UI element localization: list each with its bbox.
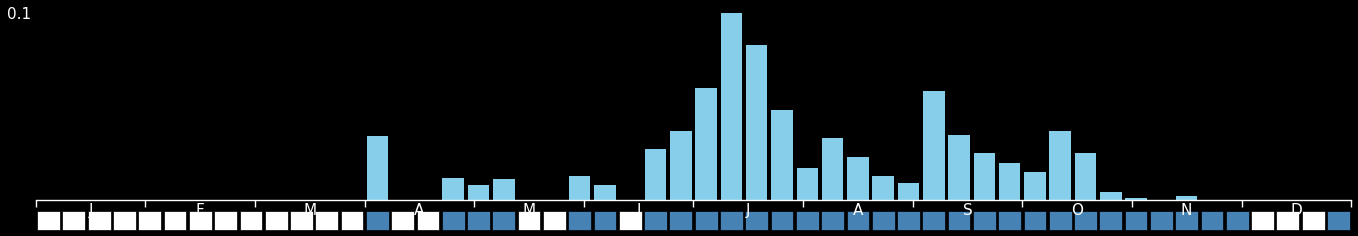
Bar — [1074, 211, 1097, 230]
Bar — [1277, 211, 1300, 230]
Bar — [164, 211, 186, 230]
Bar — [62, 211, 86, 230]
Bar — [1327, 211, 1350, 230]
Bar — [37, 211, 60, 230]
Bar — [822, 211, 843, 230]
Bar — [189, 211, 212, 230]
Bar — [1126, 198, 1148, 200]
Text: J: J — [746, 203, 751, 218]
Bar — [568, 211, 591, 230]
Bar — [569, 176, 591, 200]
Bar — [746, 45, 767, 200]
Text: M: M — [523, 203, 535, 218]
Bar — [771, 110, 793, 200]
Bar — [443, 177, 464, 200]
Bar — [746, 211, 769, 230]
Bar — [291, 211, 312, 230]
Bar — [367, 136, 388, 200]
Bar — [341, 211, 364, 230]
Bar — [999, 163, 1020, 200]
Bar — [139, 211, 162, 230]
Text: A: A — [853, 203, 864, 218]
Bar — [948, 135, 970, 200]
Text: D: D — [1290, 203, 1302, 218]
Bar — [1100, 211, 1122, 230]
Bar — [441, 211, 464, 230]
Bar — [1251, 211, 1274, 230]
Bar — [847, 157, 869, 200]
Bar — [467, 185, 489, 200]
Bar — [1124, 211, 1148, 230]
Bar — [365, 211, 388, 230]
Bar — [88, 211, 110, 230]
Bar — [872, 211, 895, 230]
Bar — [1100, 193, 1122, 200]
Bar — [846, 211, 869, 230]
Bar — [593, 211, 617, 230]
Bar — [239, 211, 262, 230]
Text: F: F — [196, 203, 205, 218]
Bar — [998, 211, 1021, 230]
Bar — [972, 211, 995, 230]
Bar — [1050, 131, 1071, 200]
Bar — [493, 211, 515, 230]
Bar — [1200, 211, 1224, 230]
Bar — [1024, 172, 1046, 200]
Bar — [720, 211, 743, 230]
Bar — [898, 211, 919, 230]
Bar — [467, 211, 490, 230]
Bar — [948, 211, 971, 230]
Bar — [391, 211, 414, 230]
Text: J: J — [88, 203, 92, 218]
Bar — [644, 211, 667, 230]
Bar — [695, 88, 717, 200]
Bar — [872, 176, 894, 200]
Bar — [669, 131, 691, 200]
Bar — [619, 211, 641, 230]
Text: O: O — [1071, 203, 1084, 218]
Bar — [1150, 211, 1173, 230]
Bar — [822, 138, 843, 200]
Bar — [1175, 211, 1198, 230]
Bar — [922, 211, 945, 230]
Bar — [974, 153, 995, 200]
Text: S: S — [963, 203, 972, 218]
Bar — [770, 211, 793, 230]
Bar — [645, 149, 667, 200]
Bar — [669, 211, 693, 230]
Bar — [113, 211, 136, 230]
Bar — [1302, 211, 1324, 230]
Bar — [695, 211, 717, 230]
Text: N: N — [1181, 203, 1192, 218]
Bar — [1226, 211, 1248, 230]
Bar — [417, 211, 440, 230]
Bar — [898, 183, 919, 200]
Bar — [721, 13, 743, 200]
Text: J: J — [637, 203, 641, 218]
Text: M: M — [303, 203, 316, 218]
Bar — [923, 92, 945, 200]
Bar — [517, 211, 540, 230]
Bar — [1024, 211, 1046, 230]
Bar — [595, 185, 615, 200]
Bar — [543, 211, 566, 230]
Bar — [1074, 153, 1096, 200]
Bar — [215, 211, 238, 230]
Bar — [265, 211, 288, 230]
Bar — [1176, 196, 1198, 200]
Bar — [493, 179, 515, 200]
Bar — [1048, 211, 1071, 230]
Bar — [315, 211, 338, 230]
Text: A: A — [414, 203, 425, 218]
Bar — [797, 168, 818, 200]
Bar — [796, 211, 819, 230]
